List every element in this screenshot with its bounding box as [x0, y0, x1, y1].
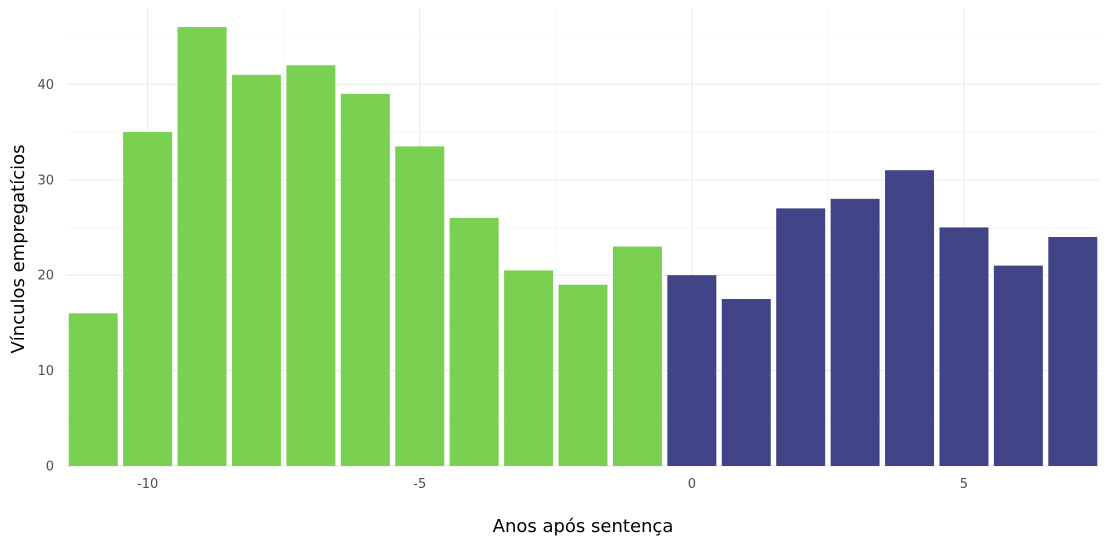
- bar-before: [123, 132, 173, 466]
- x-axis-ticks: -10 -5 0 5: [137, 477, 968, 492]
- y-tick-label: 30: [37, 173, 54, 188]
- bar-before: [558, 284, 608, 466]
- y-tick-label: 40: [37, 78, 54, 93]
- y-axis-title: Vínculos empregatícios: [8, 144, 29, 353]
- bar-after: [667, 275, 717, 466]
- x-tick-label: -5: [413, 477, 426, 492]
- bar-before: [286, 65, 336, 466]
- bar-after: [721, 299, 771, 466]
- bar-before: [177, 27, 227, 466]
- x-tick-label: 5: [960, 477, 968, 492]
- bar-after: [830, 198, 880, 467]
- bar-before: [449, 217, 499, 466]
- bar-after: [885, 170, 935, 467]
- y-axis-ticks: 0 10 20 30 40: [37, 78, 54, 475]
- x-tick-label: -10: [137, 477, 158, 492]
- bar-before: [395, 146, 445, 466]
- bars: [68, 27, 1098, 467]
- bar-after: [776, 208, 826, 466]
- x-axis-title: Anos após sentença: [493, 516, 674, 537]
- bar-before: [68, 313, 118, 466]
- x-tick-label: 0: [688, 477, 696, 492]
- y-tick-label: 20: [37, 269, 54, 284]
- y-tick-label: 0: [46, 460, 54, 475]
- bar-after: [939, 227, 989, 466]
- bar-after: [993, 265, 1043, 466]
- bar-before: [231, 74, 281, 467]
- bar-after: [1048, 237, 1098, 466]
- y-tick-label: 10: [37, 364, 54, 379]
- bar-before: [504, 270, 554, 466]
- bar-before: [340, 93, 390, 466]
- bar-before: [612, 246, 662, 466]
